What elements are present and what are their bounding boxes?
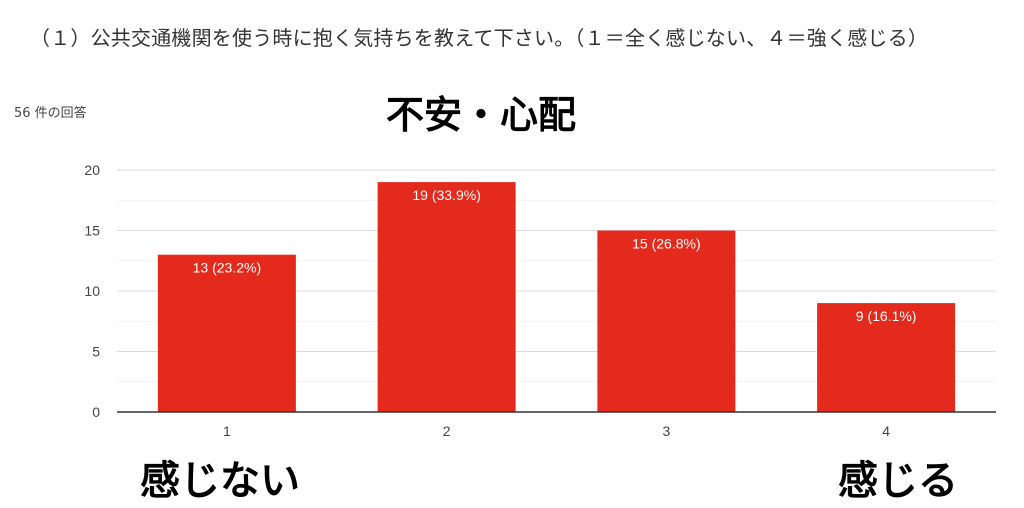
chart-title: 不安・心配 (386, 93, 577, 137)
x-tick-label: 1 (223, 423, 231, 439)
bar-data-label: 15 (26.8%) (632, 236, 700, 252)
y-tick-label: 20 (84, 162, 100, 178)
bar (817, 303, 956, 412)
annotation-left: 感じない (140, 458, 300, 504)
bar-data-label: 13 (23.2%) (193, 260, 261, 276)
y-tick-label: 0 (92, 404, 100, 420)
y-tick-label: 10 (84, 283, 100, 299)
x-tick-label: 3 (662, 423, 670, 439)
bar (377, 182, 516, 412)
bar-data-label: 19 (33.9%) (412, 187, 480, 203)
bar-data-label: 9 (16.1%) (856, 308, 917, 324)
x-tick-label: 4 (882, 423, 890, 439)
bar (597, 230, 736, 412)
bar (157, 254, 296, 412)
question-text: （１）公共交通機関を使う時に抱く気持ちを教えて下さい。（１＝全く感じない、４＝強… (30, 26, 928, 50)
response-count: 56 件の回答 (14, 106, 87, 121)
y-tick-label: 15 (84, 223, 100, 239)
x-tick-label: 2 (443, 423, 451, 439)
annotation-right: 感じる (838, 458, 958, 504)
y-tick-label: 5 (92, 344, 100, 360)
